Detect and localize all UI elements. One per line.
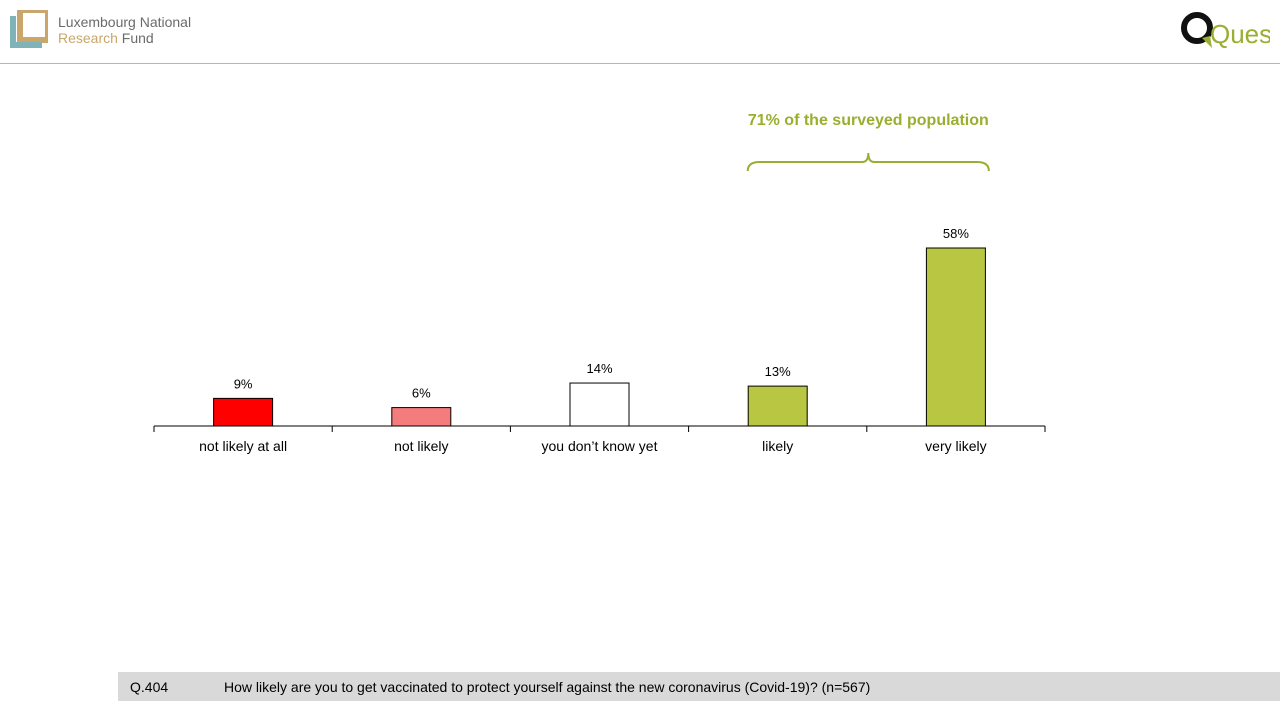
- data-label: 14%: [586, 361, 612, 376]
- category-label: not likely: [394, 438, 448, 454]
- data-label: 58%: [943, 226, 969, 241]
- category-label: not likely at all: [199, 438, 287, 454]
- fnr-logo-line2: Research Fund: [58, 30, 191, 46]
- question-text: How likely are you to get vaccinated to …: [224, 679, 871, 695]
- category-label: you don’t know yet: [542, 438, 658, 454]
- bar-not-likely: [391, 407, 452, 427]
- category-label: very likely: [925, 438, 986, 454]
- data-label: 9%: [234, 376, 253, 391]
- data-label: 6%: [412, 386, 431, 401]
- fnr-logo-text: Luxembourg National Research Fund: [58, 14, 191, 46]
- annotation-text: 71% of the surveyed population: [748, 112, 989, 129]
- bar-not-likely-at-all: [213, 397, 274, 427]
- fnr-logo-mark-icon: [10, 10, 48, 48]
- question-bar: Q.404 How likely are you to get vaccinat…: [118, 672, 1280, 701]
- fnr-logo-rest: Fund: [117, 30, 154, 46]
- annotation-brace: [746, 152, 990, 172]
- fnr-logo-line1: Luxembourg National: [58, 14, 192, 30]
- quest-logo-text: Quest: [1210, 19, 1270, 49]
- fnr-logo-accent: Research: [58, 30, 118, 46]
- data-label: 13%: [765, 364, 791, 379]
- question-code: Q.404: [130, 679, 169, 695]
- bar-likely: [747, 385, 808, 427]
- bar-you-dont-know-yet: [569, 382, 630, 427]
- header: Luxembourg National Research Fund Quest: [0, 0, 1280, 64]
- quest-logo: Quest: [1181, 12, 1270, 49]
- fnr-logo: Luxembourg National Research Fund: [10, 10, 200, 52]
- category-label: likely: [762, 438, 793, 454]
- bar-very-likely: [925, 247, 986, 427]
